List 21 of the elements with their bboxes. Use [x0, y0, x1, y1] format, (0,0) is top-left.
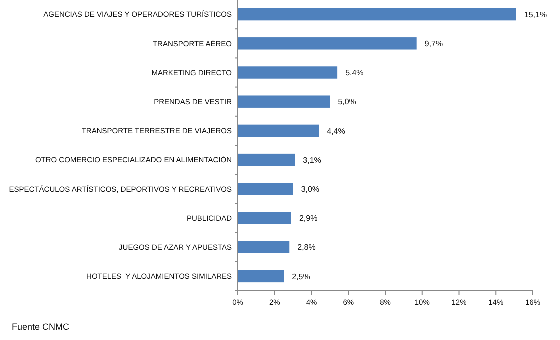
data-label: 3,0% [301, 184, 320, 194]
bar [238, 124, 320, 138]
bar [238, 241, 290, 254]
data-label: 15,1% [524, 10, 548, 20]
bar [238, 212, 292, 224]
data-label: 9,7% [424, 39, 444, 48]
bar [238, 96, 330, 108]
data-label: 3,1% [303, 156, 322, 165]
data-label: 2,5% [292, 272, 310, 282]
source-note: Fuente CNMC [12, 322, 70, 332]
bar [238, 38, 417, 50]
data-label: 5,0% [338, 98, 356, 107]
data-label: 2,9% [299, 214, 318, 224]
bar [238, 8, 516, 21]
data-label: 4,4% [327, 126, 346, 136]
data-label: 5,4% [346, 68, 364, 78]
bar [238, 270, 284, 283]
bar [238, 66, 338, 79]
data-label: 2,8% [298, 243, 316, 252]
bar [238, 154, 296, 166]
bar [238, 183, 294, 196]
